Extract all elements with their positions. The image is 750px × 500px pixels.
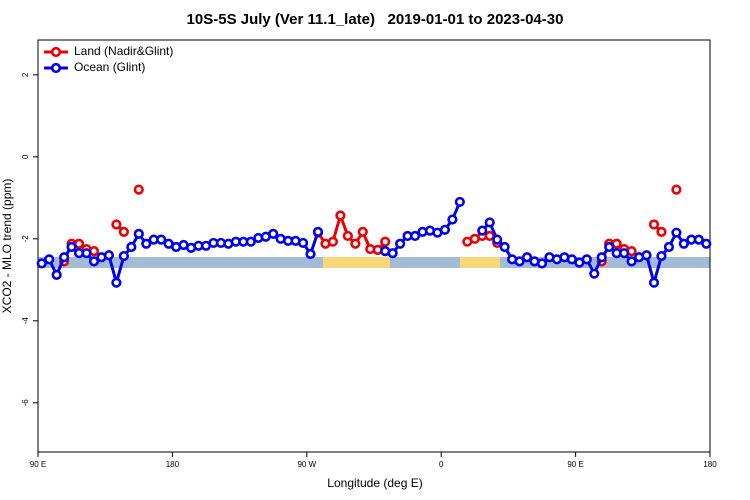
data-point [626, 256, 637, 267]
data-point [499, 241, 510, 253]
data-point [118, 226, 129, 237]
data-point [350, 238, 361, 249]
x-tick-label: 90 E [30, 460, 46, 469]
data-point [36, 258, 47, 269]
data-point [342, 230, 353, 242]
land-ocean-strip [38, 257, 710, 268]
data-point [297, 237, 309, 249]
data-point [380, 236, 391, 247]
data-point [111, 277, 122, 288]
data-point [409, 230, 421, 242]
data-point [268, 228, 279, 240]
land-strip [323, 257, 390, 268]
data-point [447, 214, 458, 225]
data-point [641, 250, 652, 261]
data-point [387, 248, 398, 259]
data-point [596, 252, 607, 263]
data-point [492, 234, 503, 245]
x-tick-label: 90 W [297, 460, 316, 469]
data-point [51, 269, 62, 281]
data-point [656, 250, 667, 262]
y-tick-label: 0 [21, 154, 30, 159]
data-point [604, 241, 615, 253]
y-tick-label: -4 [21, 317, 30, 325]
legend-label: Land (Nadir&Glint) [74, 44, 173, 58]
data-point [477, 225, 488, 236]
data-point [335, 210, 346, 221]
data-point [81, 248, 92, 259]
data-point [118, 250, 129, 262]
data-point [454, 196, 465, 208]
data-point [581, 254, 592, 265]
data-point [619, 248, 630, 259]
legend-label: Ocean (Glint) [74, 60, 145, 74]
data-point [701, 238, 712, 249]
data-point [395, 238, 406, 249]
y-tick-label: -2 [21, 235, 30, 243]
data-point [648, 219, 660, 230]
data-point [671, 184, 682, 195]
chart-title: 10S-5S July (Ver 11.1_late) 2019-01-01 t… [187, 11, 564, 28]
data-point [312, 226, 324, 237]
data-point [88, 256, 100, 267]
data-point [66, 241, 77, 253]
data-point [671, 227, 682, 238]
data-point [305, 248, 316, 260]
data-point [514, 256, 525, 267]
data-point [663, 241, 675, 253]
data-point [484, 217, 495, 228]
data-point [484, 230, 495, 242]
legend-marker [50, 46, 62, 58]
data-point [693, 234, 704, 245]
land-strip [460, 257, 500, 268]
legend-marker [50, 62, 62, 74]
y-tick-label: -6 [21, 399, 30, 407]
data-point [111, 219, 122, 230]
data-point [245, 236, 256, 247]
data-point [327, 236, 339, 247]
data-point [133, 184, 144, 195]
data-point [648, 277, 660, 288]
data-point [126, 241, 137, 253]
y-axis-label: XCO2 - MLO trend (ppm) [0, 179, 14, 314]
x-tick-label: 180 [703, 460, 717, 469]
data-point [103, 250, 115, 261]
data-point [439, 224, 451, 235]
data-point [44, 254, 55, 265]
data-point [521, 252, 533, 263]
x-axis-label: Longitude (deg E) [327, 476, 422, 490]
data-point [656, 226, 667, 237]
x-tick-label: 90 E [567, 460, 583, 469]
data-point [59, 252, 70, 263]
data-point [678, 238, 689, 249]
data-point [589, 268, 600, 279]
x-tick-label: 180 [166, 460, 180, 469]
data-point [156, 234, 167, 245]
data-point [536, 258, 548, 269]
data-point [141, 238, 152, 249]
x-tick-label: 0 [439, 460, 444, 469]
data-point [357, 226, 368, 237]
data-point [133, 228, 144, 240]
y-tick-label: 2 [21, 72, 30, 77]
